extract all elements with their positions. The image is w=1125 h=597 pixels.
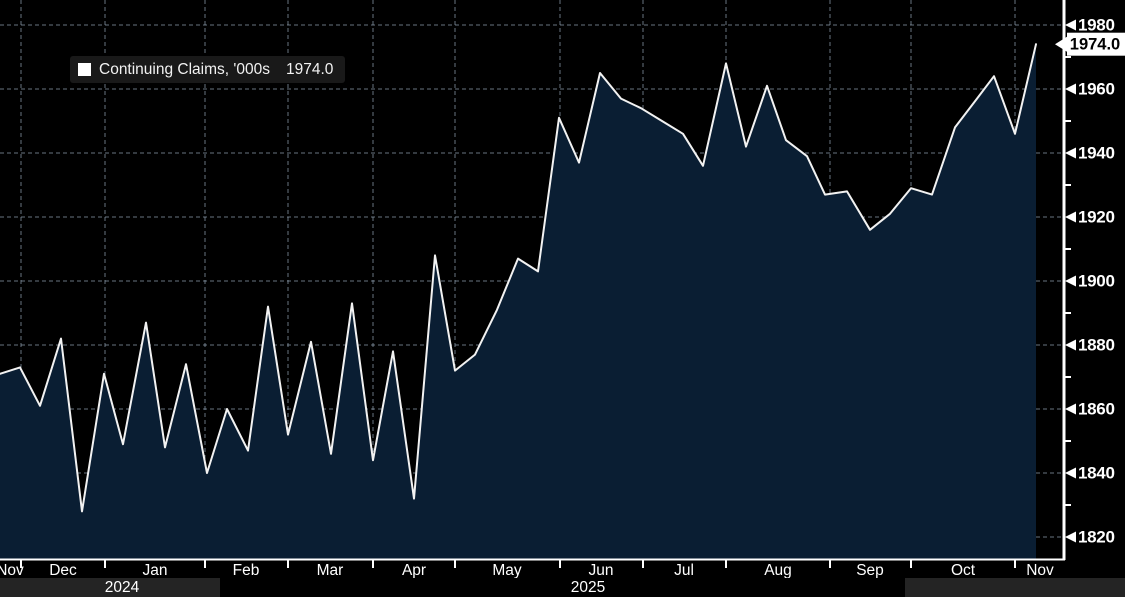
last-price-label: 1974.0 [1070,36,1120,54]
month-label: Dec [49,562,77,579]
x-axis-month-labels: Nov Dec Jan Feb Mar Apr May Jun Jul Aug Sep Oct Nov [0,562,1125,579]
year-band [905,578,1125,597]
series-area-fill [0,44,1036,559]
x-axis-year-strip: 2024 2025 [0,578,1125,597]
y-axis-label: 1940 [1078,144,1115,163]
y-axis-tick-arrow-icon [1065,403,1076,415]
y-axis-tick-arrow-icon [1065,467,1076,479]
y-axis-tick-arrow-icon [1065,19,1076,31]
y-axis-tick-arrow-icon [1065,531,1076,543]
y-axis-tick-arrow-icon [1065,211,1076,223]
y-axis-tick-arrow-icon [1065,147,1076,159]
y-axis-label: 1960 [1078,80,1115,99]
month-label: Nov [0,562,24,579]
month-label: May [492,562,522,579]
month-label: Jun [588,562,614,579]
month-label: Feb [232,562,260,579]
year-label: 2024 [104,579,140,596]
y-axis-label: 1900 [1078,272,1115,291]
month-label: Mar [316,562,344,579]
month-label: Nov [1026,562,1054,579]
legend-value: 1974.0 [285,60,334,78]
month-label: Oct [950,562,976,579]
last-price-badge [1067,32,1125,56]
year-label: 2025 [570,579,606,596]
year-band [0,578,220,597]
month-label: Sep [856,562,884,579]
y-axis-label: 1980 [1078,16,1115,35]
last-price-badge-arrow-icon [1055,36,1067,52]
y-axis-label: 1820 [1078,528,1115,547]
y-axis-tick-arrow-icon [1065,275,1076,287]
y-axis-tick-arrow-icon [1065,83,1076,95]
month-label: Apr [401,562,427,579]
y-axis-label: 1860 [1078,400,1115,419]
y-axis-label: 1920 [1078,208,1115,227]
y-axis-label: 1880 [1078,336,1115,355]
series-line [0,43,1037,513]
month-label: Jul [674,562,694,579]
legend-swatch-icon [78,63,91,76]
legend[interactable]: Continuing Claims, '000s 1974.0 [70,56,346,83]
month-label: Aug [764,562,792,579]
y-axis-tick-arrow-icon [1065,339,1076,351]
month-label: Jan [142,562,168,579]
legend-label: Continuing Claims, '000s [99,60,270,78]
y-axis-label: 1840 [1078,464,1115,483]
